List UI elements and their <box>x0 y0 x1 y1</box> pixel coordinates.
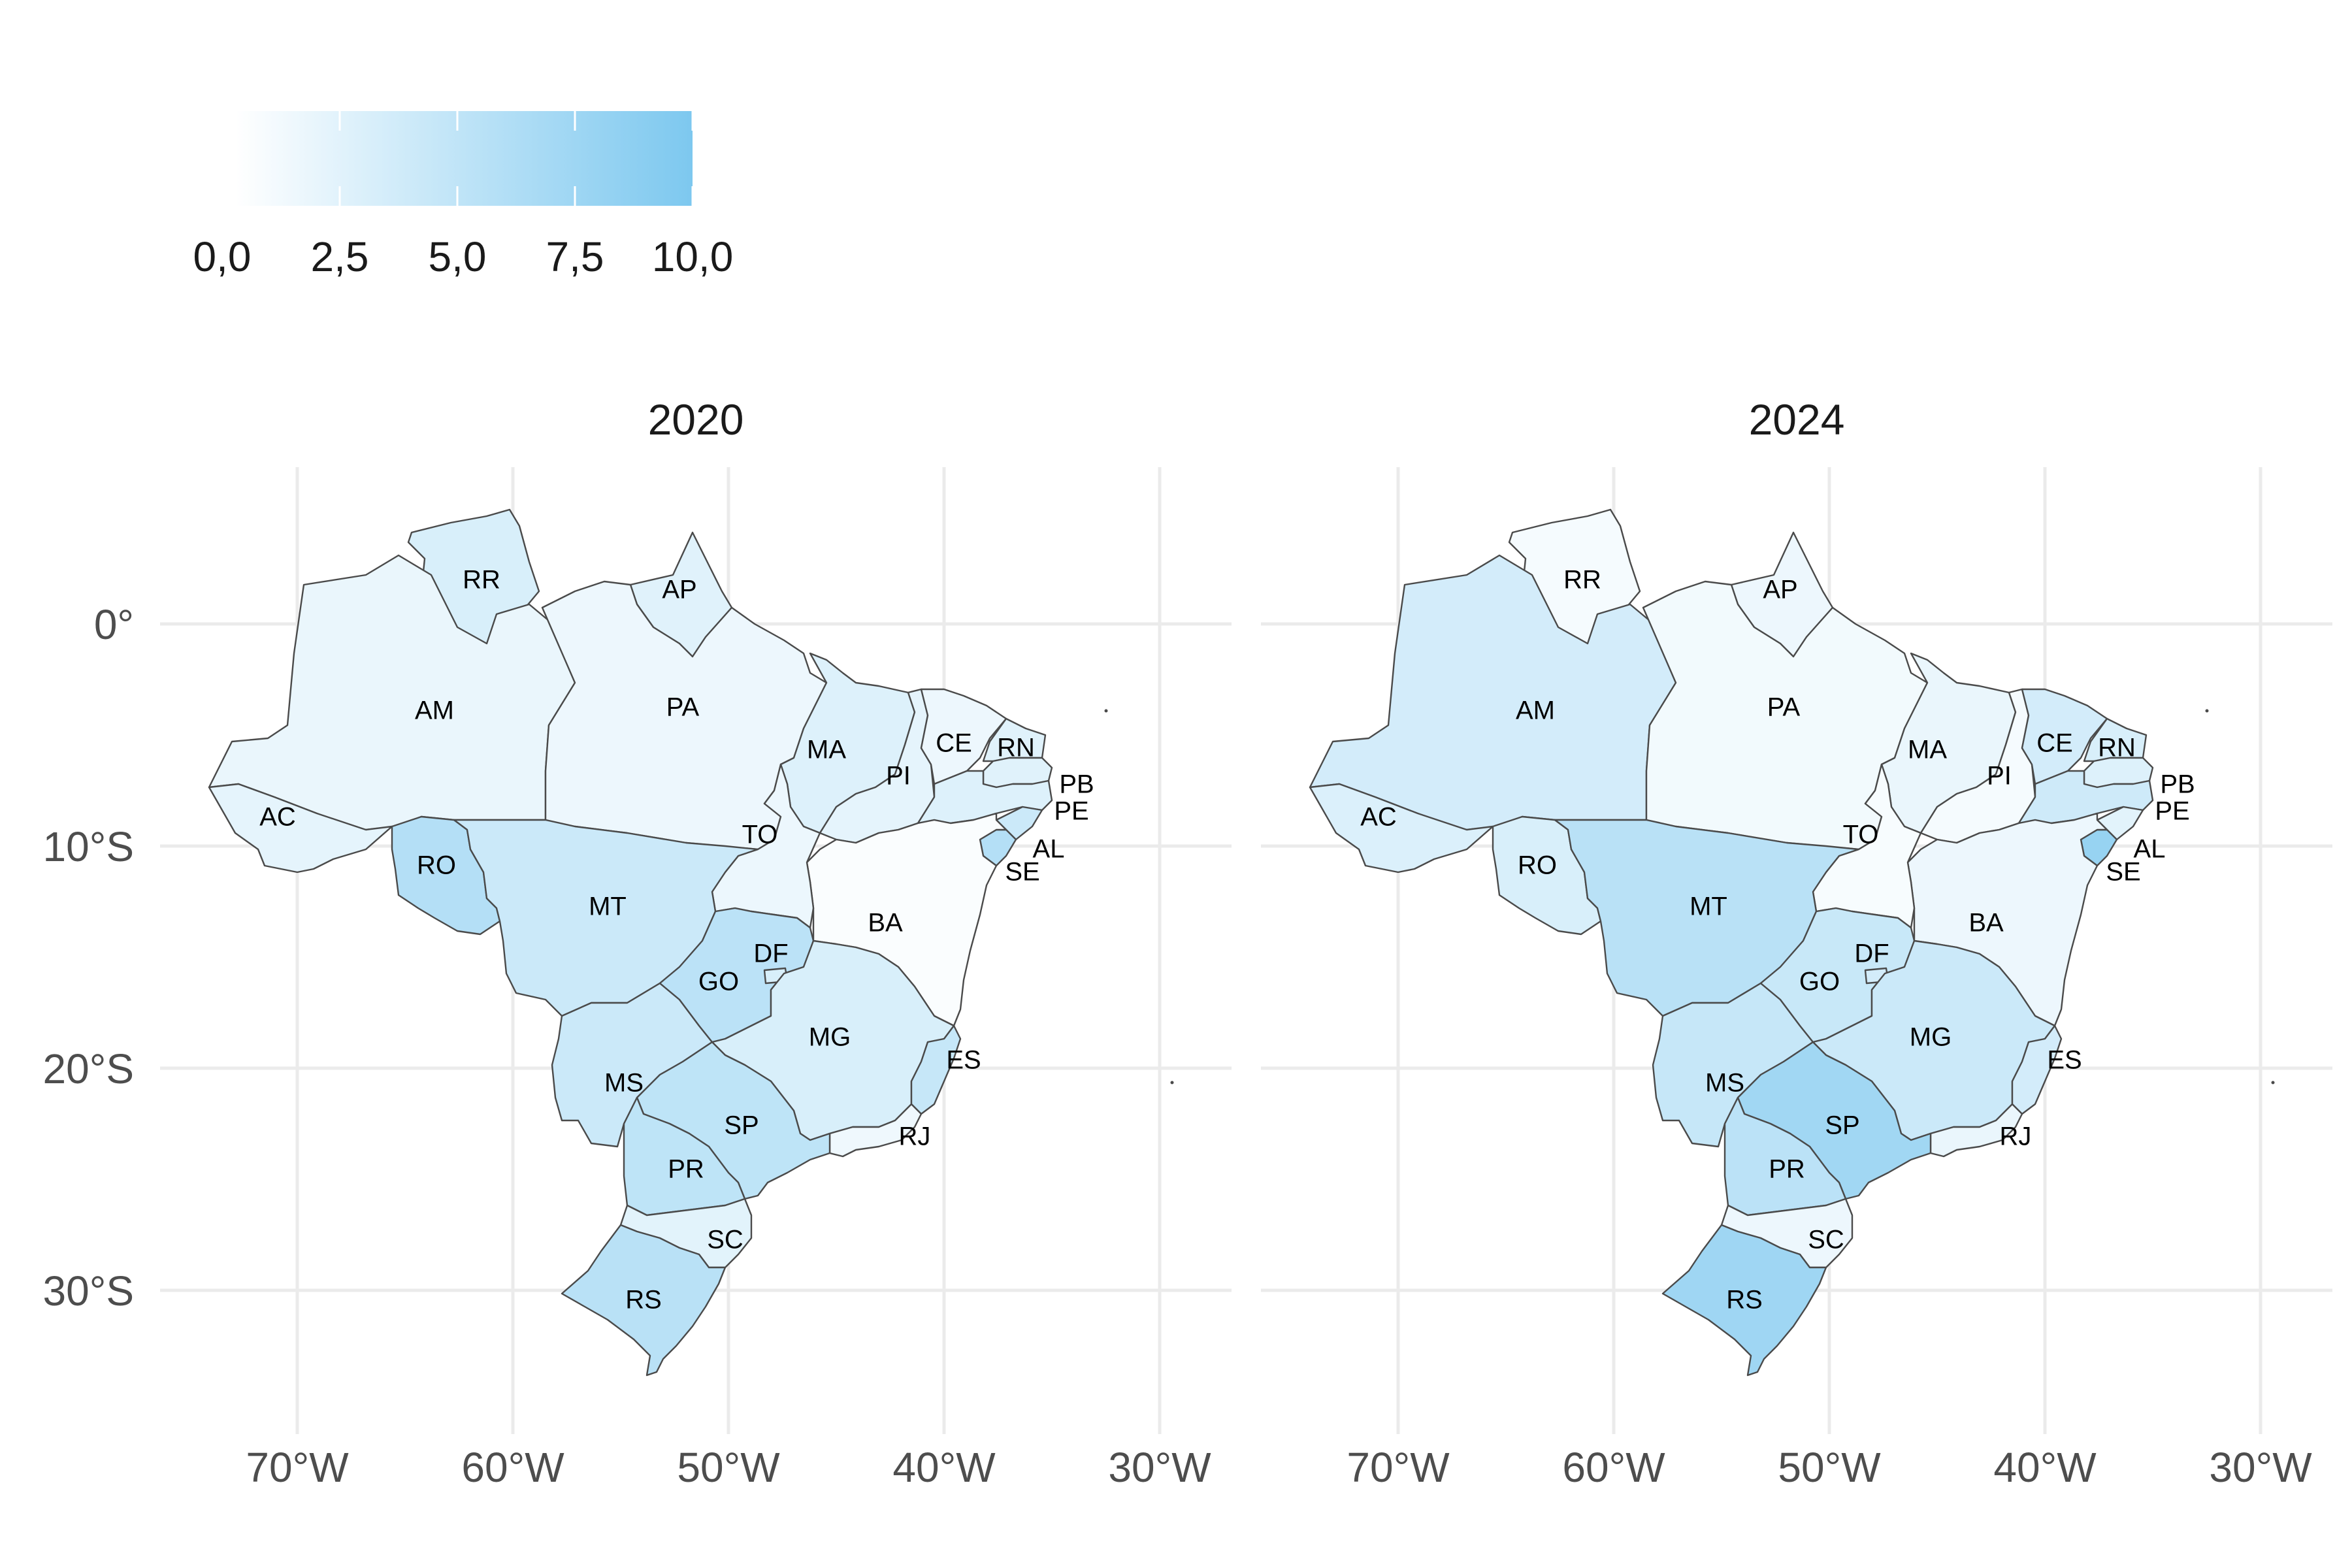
state-label-rj: RJ <box>899 1122 931 1151</box>
legend-colorbar <box>235 111 693 206</box>
x-tick-label: 60°W <box>1562 1444 1665 1491</box>
x-tick-label: 50°W <box>1778 1444 1881 1491</box>
state-label-to: TO <box>742 821 778 849</box>
state-label-es: ES <box>2047 1046 2082 1075</box>
state-rs <box>1661 1224 1827 1377</box>
state-label-pa: PA <box>1767 693 1801 722</box>
state-label-ap: AP <box>1763 576 1797 604</box>
state-label-al: AL <box>1033 835 1065 864</box>
state-label-sp: SP <box>724 1111 759 1140</box>
y-tick-label: 20°S <box>43 1045 134 1092</box>
state-label-pb: PB <box>1059 770 1094 799</box>
x-axis: 70°W 60°W 50°W 40°W 30°W <box>246 1444 1211 1491</box>
state-label-ce: CE <box>936 729 972 758</box>
state-label-sp: SP <box>1825 1111 1859 1140</box>
state-label-mt: MT <box>1690 892 1727 921</box>
state-label-ac: AC <box>259 803 296 832</box>
state-rs <box>561 1224 727 1377</box>
x-tick-label: 40°W <box>1993 1444 2097 1491</box>
state-label-ma: MA <box>807 736 846 764</box>
state-label-go: GO <box>1799 968 1840 996</box>
state-ce <box>2021 688 2108 785</box>
island-marker <box>1104 709 1108 713</box>
state-label-sc: SC <box>707 1226 743 1254</box>
legend-tick-label: 10,0 <box>652 233 734 280</box>
panel-title: 2020 <box>648 395 744 444</box>
panel-title: 2024 <box>1749 395 1845 444</box>
x-tick-label: 70°W <box>1347 1444 1450 1491</box>
state-label-se: SE <box>1005 858 1039 887</box>
x-tick-label: 70°W <box>246 1444 349 1491</box>
state-label-am: AM <box>415 696 454 725</box>
state-label-ap: AP <box>662 576 696 604</box>
legend-tick-label: 5,0 <box>429 233 487 280</box>
state-label-pi: PI <box>1987 762 2012 791</box>
state-label-mg: MG <box>1910 1023 1952 1052</box>
state-label-se: SE <box>2106 858 2140 887</box>
state-label-mg: MG <box>809 1023 851 1052</box>
x-tick-label: 30°W <box>2209 1444 2312 1491</box>
legend-tick-label: 7,5 <box>546 233 604 280</box>
state-shapes <box>208 508 1174 1377</box>
island-marker <box>1170 1081 1174 1085</box>
legend-tick-label: 2,5 <box>311 233 369 280</box>
state-label-ba: BA <box>1968 909 2004 938</box>
state-label-pe: PE <box>2155 797 2189 826</box>
state-label-pa: PA <box>666 693 700 722</box>
state-shapes <box>1309 508 2275 1377</box>
y-axis: 0° 10°S 20°S 30°S <box>43 601 134 1315</box>
x-tick-label: 30°W <box>1108 1444 1211 1491</box>
state-label-rs: RS <box>1726 1286 1763 1315</box>
x-tick-label: 50°W <box>677 1444 780 1491</box>
state-label-pr: PR <box>668 1155 704 1184</box>
x-tick-label: 60°W <box>461 1444 564 1491</box>
state-label-sc: SC <box>1808 1226 1844 1254</box>
color-legend: 0,0 2,5 5,0 7,5 10,0 <box>193 111 734 280</box>
y-tick-label: 0° <box>94 601 134 648</box>
state-label-rr: RR <box>463 566 500 595</box>
state-label-pr: PR <box>1769 1155 1805 1184</box>
x-axis: 70°W 60°W 50°W 40°W 30°W <box>1347 1444 2312 1491</box>
state-label-go: GO <box>698 968 739 996</box>
state-label-al: AL <box>2134 835 2166 864</box>
state-label-ac: AC <box>1360 803 1397 832</box>
state-label-to: TO <box>1843 821 1879 849</box>
state-label-pi: PI <box>886 762 911 791</box>
state-label-rn: RN <box>997 734 1035 762</box>
state-ce <box>920 688 1007 785</box>
island-marker <box>2205 709 2209 713</box>
island-marker <box>2271 1081 2275 1085</box>
state-ac <box>208 783 393 874</box>
state-label-ba: BA <box>868 909 903 938</box>
y-tick-label: 30°S <box>43 1267 134 1315</box>
state-label-ms: MS <box>1705 1069 1744 1098</box>
state-label-ro: RO <box>1518 851 1557 880</box>
legend-tick-label: 0,0 <box>193 233 252 280</box>
state-label-pe: PE <box>1054 797 1088 826</box>
state-label-rr: RR <box>1563 566 1601 595</box>
state-ac <box>1309 783 1494 874</box>
state-label-ro: RO <box>417 851 456 880</box>
state-label-es: ES <box>946 1046 981 1075</box>
state-label-ce: CE <box>2036 729 2073 758</box>
state-label-rj: RJ <box>2000 1122 2032 1151</box>
x-tick-label: 40°W <box>892 1444 996 1491</box>
state-label-pb: PB <box>2160 770 2195 799</box>
state-label-rs: RS <box>625 1286 662 1315</box>
state-label-ms: MS <box>604 1069 644 1098</box>
state-label-rn: RN <box>2098 734 2136 762</box>
y-tick-label: 10°S <box>43 823 134 870</box>
state-label-mt: MT <box>589 892 627 921</box>
state-label-df: DF <box>1854 939 1889 968</box>
state-label-ma: MA <box>1908 736 1947 764</box>
state-label-am: AM <box>1516 696 1555 725</box>
state-label-df: DF <box>753 939 788 968</box>
